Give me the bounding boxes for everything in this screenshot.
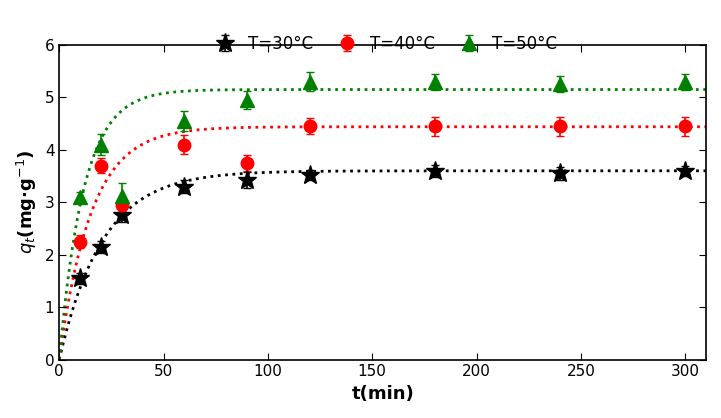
X-axis label: t(min): t(min) <box>351 385 414 403</box>
Legend: T=30°C, T=40°C, T=50°C: T=30°C, T=40°C, T=50°C <box>202 28 564 59</box>
Y-axis label: $q_t$(mg·g$^{-1}$): $q_t$(mg·g$^{-1}$) <box>15 150 39 255</box>
